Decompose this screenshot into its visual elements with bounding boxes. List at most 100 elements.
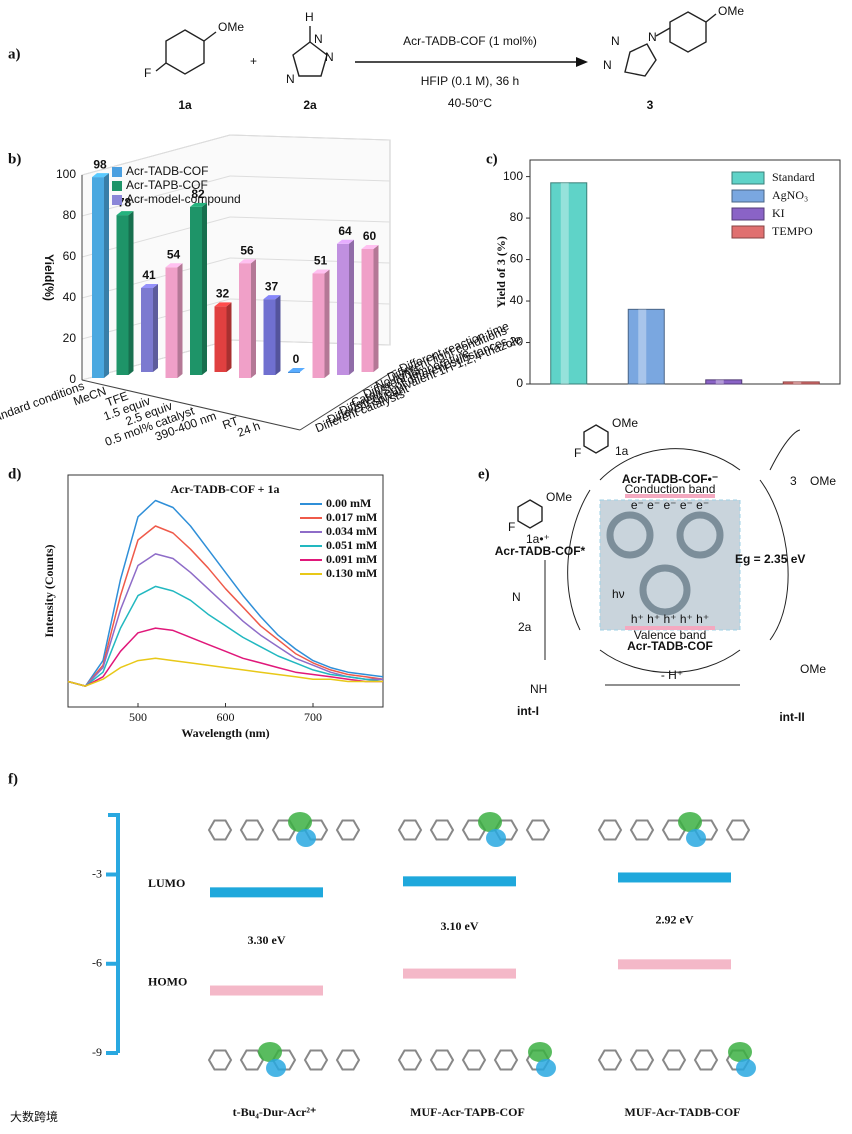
label: Acr-TADB-COF* [495, 544, 586, 558]
level-label: LUMO [148, 876, 185, 890]
orbital-lobe [678, 812, 702, 832]
label: Eg = 2.35 eV [735, 552, 805, 566]
molecule-ring [239, 819, 265, 841]
legend-swatch [731, 207, 765, 221]
molecule-ring [461, 1049, 487, 1071]
label: 2a [518, 620, 532, 634]
molecule-ring [303, 1049, 329, 1071]
atom: F [144, 66, 151, 80]
orbital-lobe [258, 1042, 282, 1062]
bar-top [214, 302, 232, 307]
grid-line [229, 216, 391, 223]
bar-side [251, 259, 256, 378]
atom: OMe [218, 20, 244, 34]
y-tick-label: 60 [63, 249, 77, 263]
molecule-ring [207, 819, 233, 841]
gap-label: 3.30 eV [248, 933, 286, 947]
legend-label: 0.00 mM [326, 496, 371, 510]
energy-level [618, 959, 731, 970]
molecule-ring [629, 1049, 655, 1071]
cycle-arrow [599, 448, 741, 481]
legend-label: AgNO₃ [772, 188, 808, 202]
atom: N [325, 50, 334, 64]
compound-label: 1a [178, 98, 192, 112]
data-label: 41 [142, 268, 156, 282]
energy-level [210, 985, 323, 996]
data-label: 60 [363, 229, 377, 243]
molecule-ring [597, 1049, 623, 1071]
bar-highlight [638, 309, 647, 384]
orbital-lobe [686, 829, 706, 847]
y-tick-label: 80 [63, 208, 77, 222]
bar [141, 287, 153, 372]
benzene-ring [517, 499, 543, 529]
y-tick-label: -3 [92, 866, 102, 880]
y-axis-title: Intensity (Counts) [42, 544, 56, 637]
energy-level [403, 968, 516, 979]
panel-label: a) [8, 46, 21, 62]
orbital-lobe [296, 829, 316, 847]
x-tick-label: 24 h [235, 419, 262, 440]
label: Conduction band [625, 482, 716, 496]
plot-frame [529, 159, 841, 385]
bar [627, 308, 665, 385]
orbital-lobe [478, 812, 502, 832]
legend-label: KI [772, 206, 785, 220]
atom: N [314, 32, 323, 46]
bond [155, 62, 167, 72]
molecule-ring [493, 1049, 519, 1071]
grid-line [81, 134, 231, 176]
atom: N [286, 72, 295, 86]
label: Valence band [634, 628, 707, 642]
depth-axis [299, 369, 396, 431]
panel-label: e) [478, 466, 490, 482]
data-label: 56 [240, 243, 254, 257]
orbital-lobe [728, 1042, 752, 1062]
cycle-arrow [759, 479, 789, 641]
molecule-ring [725, 819, 751, 841]
atom: OMe [810, 474, 836, 488]
orbital-lobe [528, 1042, 552, 1062]
cof-pore [606, 511, 654, 559]
scheme: OMe F + H N N N Acr-TADB-COF (1 mol%) HF… [144, 4, 744, 112]
x-tick-label: MUF-Acr-TADB-COF [625, 1105, 741, 1119]
compound-label: 3 [647, 98, 654, 112]
triazole-ring [624, 43, 657, 77]
bar [312, 273, 325, 378]
bar-top [165, 263, 183, 268]
x-tick-label: 700 [304, 710, 322, 724]
molecule-ring [429, 819, 455, 841]
y-tick-label: 20 [510, 335, 524, 349]
y-tick-label: -9 [92, 1045, 102, 1059]
bar [288, 372, 300, 373]
line [67, 499, 384, 687]
orbital-sketches [207, 812, 756, 1077]
line [67, 657, 383, 687]
molecule-ring [597, 819, 623, 841]
conduction-band [625, 494, 715, 498]
y-tick-label: 40 [63, 290, 77, 304]
valence-band [625, 626, 715, 630]
label: 1a•⁺ [526, 532, 550, 546]
label: hν [612, 587, 625, 601]
atom: N [611, 34, 620, 48]
label: Acr-TADB-COF•⁻ [622, 472, 718, 486]
bar-top [263, 295, 281, 300]
bar-side [226, 302, 232, 372]
bar-side [373, 245, 379, 372]
data-label: 54 [167, 247, 181, 261]
bar-highlight [715, 379, 724, 384]
orbital-lobe [486, 829, 506, 847]
bar-side [202, 202, 207, 375]
bar-side [275, 295, 281, 375]
legend-label: 0.017 mM [326, 510, 377, 524]
atom: F [574, 446, 581, 460]
label: h⁺ h⁺ h⁺ h⁺ h⁺ [631, 612, 709, 626]
gap-label: 2.92 eV [656, 913, 694, 927]
molecule-ring [207, 1049, 233, 1071]
bar-top [92, 173, 109, 178]
bar [214, 306, 227, 372]
bar-side [153, 283, 158, 372]
legend-swatch [112, 195, 122, 205]
cycle-arrow [567, 489, 591, 631]
